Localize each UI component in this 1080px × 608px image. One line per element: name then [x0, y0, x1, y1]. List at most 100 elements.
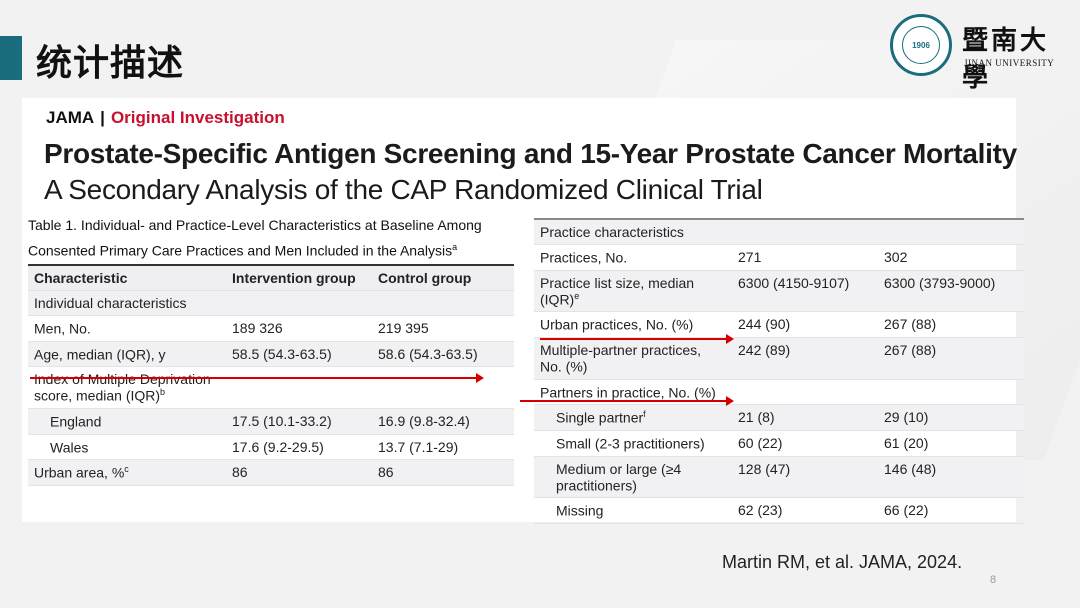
seal-year: 1906	[902, 26, 940, 64]
intervention-value: 21 (8)	[732, 404, 878, 431]
red-arrow-partners	[520, 396, 734, 406]
practice-characteristics-table: Practice characteristics Practices, No. 2…	[534, 218, 1024, 524]
control-value: 61 (20)	[878, 430, 1024, 457]
row-label-text: Medium or large (≥4 practitioners)	[556, 460, 682, 494]
control-value: 267 (88)	[878, 337, 1024, 380]
table-row: Medium or large (≥4 practitioners) 128 (4…	[534, 456, 1024, 499]
intervention-value: 6300 (4150-9107)	[732, 270, 878, 313]
row-footnote: c	[124, 464, 129, 475]
table-header-row: Characteristic Intervention group Contro…	[28, 265, 514, 291]
row-label: Age, median (IQR), y	[28, 341, 226, 368]
table-row: Age, median (IQR), y 58.5 (54.3-63.5) 58.6…	[28, 341, 514, 368]
intervention-value: 58.5 (54.3-63.5)	[226, 341, 372, 368]
row-label: Single partnerf	[534, 404, 732, 431]
row-label-text: Single partner	[556, 409, 644, 426]
control-value: 86	[372, 459, 514, 486]
row-label: Wales	[28, 434, 226, 461]
row-label-text: Multiple-partner practices, No. (%)	[540, 341, 702, 375]
red-arrow-urban	[540, 334, 734, 344]
individual-characteristics-table: Characteristic Intervention group Contro…	[28, 264, 514, 486]
journal-header: JAMA | Original Investigation	[46, 108, 285, 128]
control-value: 16.9 (9.8-32.4)	[372, 408, 514, 435]
control-value: 13.7 (7.1-29)	[372, 434, 514, 461]
control-value: 146 (48)	[878, 456, 1024, 499]
header-intervention: Intervention group	[226, 265, 372, 291]
table-row: Single partnerf 21 (8) 29 (10)	[534, 404, 1024, 431]
intervention-value: 62 (23)	[732, 497, 878, 524]
table-row: Practice list size, median (IQR)e 6300 (4…	[534, 270, 1024, 313]
intervention-value	[226, 366, 372, 409]
table-row: Practices, No. 271 302	[534, 244, 1024, 271]
row-label: Men, No.	[28, 315, 226, 342]
row-label: Medium or large (≥4 practitioners)	[534, 456, 732, 499]
control-value: 58.6 (54.3-63.5)	[372, 341, 514, 368]
control-value: 267 (88)	[878, 311, 1024, 338]
intervention-value: 60 (22)	[732, 430, 878, 457]
control-value: 219 395	[372, 315, 514, 342]
university-seal-icon: 1906	[890, 14, 952, 76]
row-label: Practice list size, median (IQR)e	[534, 270, 732, 313]
article-section: Original Investigation	[110, 108, 285, 127]
journal-name: JAMA	[46, 108, 95, 127]
section-label: Practice characteristics	[534, 219, 1024, 245]
article-screenshot: JAMA | Original Investigation Prostate-Spe…	[22, 98, 1024, 524]
table-row: Men, No. 189 326 219 395	[28, 315, 514, 342]
control-value: 302	[878, 244, 1024, 271]
row-label-text: Index of Multiple Deprivation score, med…	[34, 371, 211, 404]
row-label-text: Urban area, %	[34, 464, 125, 481]
section-label: Individual characteristics	[28, 290, 514, 316]
control-value: 29 (10)	[878, 404, 1024, 431]
intervention-value	[732, 379, 878, 406]
header-characteristic: Characteristic	[28, 265, 226, 291]
university-logo: 1906 暨南大學 JINAN UNIVERSITY	[890, 14, 1070, 93]
control-value: 6300 (3793-9000)	[878, 270, 1024, 313]
section-row: Individual characteristics	[28, 290, 514, 316]
table-row: Small (2-3 practitioners) 60 (22) 61 (20)	[534, 430, 1024, 457]
table-row: Urban area, %c 86 86	[28, 459, 514, 486]
intervention-value: 244 (90)	[732, 311, 878, 338]
row-label-text: Men, No.	[34, 320, 91, 337]
row-label-text: Partners in practice, No. (%)	[540, 384, 716, 401]
row-label-text: Wales	[50, 439, 89, 456]
red-arrow-left	[30, 373, 484, 383]
row-label: England	[28, 408, 226, 435]
table-row: Index of Multiple Deprivation score, med…	[28, 366, 514, 409]
title-accent-bar	[0, 36, 22, 80]
row-label: Small (2-3 practitioners)	[534, 430, 732, 457]
row-footnote: e	[574, 290, 580, 301]
intervention-value: 17.5 (10.1-33.2)	[226, 408, 372, 435]
row-label-text: Urban practices, No. (%)	[540, 316, 694, 333]
table2-body: Practice characteristics Practices, No. 2…	[534, 219, 1024, 524]
row-label: Urban practices, No. (%)	[534, 311, 732, 338]
logo-chinese-name: 暨南大學	[962, 26, 1050, 93]
table-caption-sup: a	[452, 242, 458, 252]
control-value	[878, 379, 1024, 406]
intervention-value: 86	[226, 459, 372, 486]
row-label-text: England	[50, 413, 102, 430]
row-label: Practices, No.	[534, 244, 732, 271]
intervention-value: 128 (47)	[732, 456, 878, 499]
intervention-value: 271	[732, 244, 878, 271]
table1-body: Individual characteristics Men, No. 189 3…	[28, 290, 514, 486]
control-value	[372, 366, 514, 409]
table-row: England 17.5 (10.1-33.2) 16.9 (9.8-32.4)	[28, 408, 514, 435]
row-footnote: f	[643, 409, 646, 420]
control-value: 66 (22)	[878, 497, 1024, 524]
row-label-text: Missing	[556, 502, 604, 519]
intervention-value: 189 326	[226, 315, 372, 342]
section-row: Practice characteristics	[534, 219, 1024, 245]
citation: Martin RM, et al. JAMA, 2024.	[722, 552, 963, 572]
table-row: Missing 62 (23) 66 (22)	[534, 497, 1024, 524]
table-caption-text: Table 1. Individual- and Practice-Level …	[28, 217, 482, 259]
logo-english-name: JINAN UNIVERSITY	[964, 58, 1055, 68]
page-number: 8	[990, 574, 997, 586]
table-row: Multiple-partner practices, No. (%) 242 (…	[534, 337, 1024, 380]
row-label: Multiple-partner practices, No. (%)	[534, 337, 732, 380]
row-label-text: Age, median (IQR), y	[34, 346, 166, 363]
row-label: Missing	[534, 497, 732, 524]
article-title: Prostate-Specific Antigen Screening and …	[44, 138, 1017, 169]
intervention-value: 242 (89)	[732, 337, 878, 380]
row-label-text: Practice list size, median (IQR)	[540, 274, 695, 308]
journal-separator: |	[100, 108, 105, 127]
table-row: Urban practices, No. (%) 244 (90) 267 (88)	[534, 311, 1024, 338]
